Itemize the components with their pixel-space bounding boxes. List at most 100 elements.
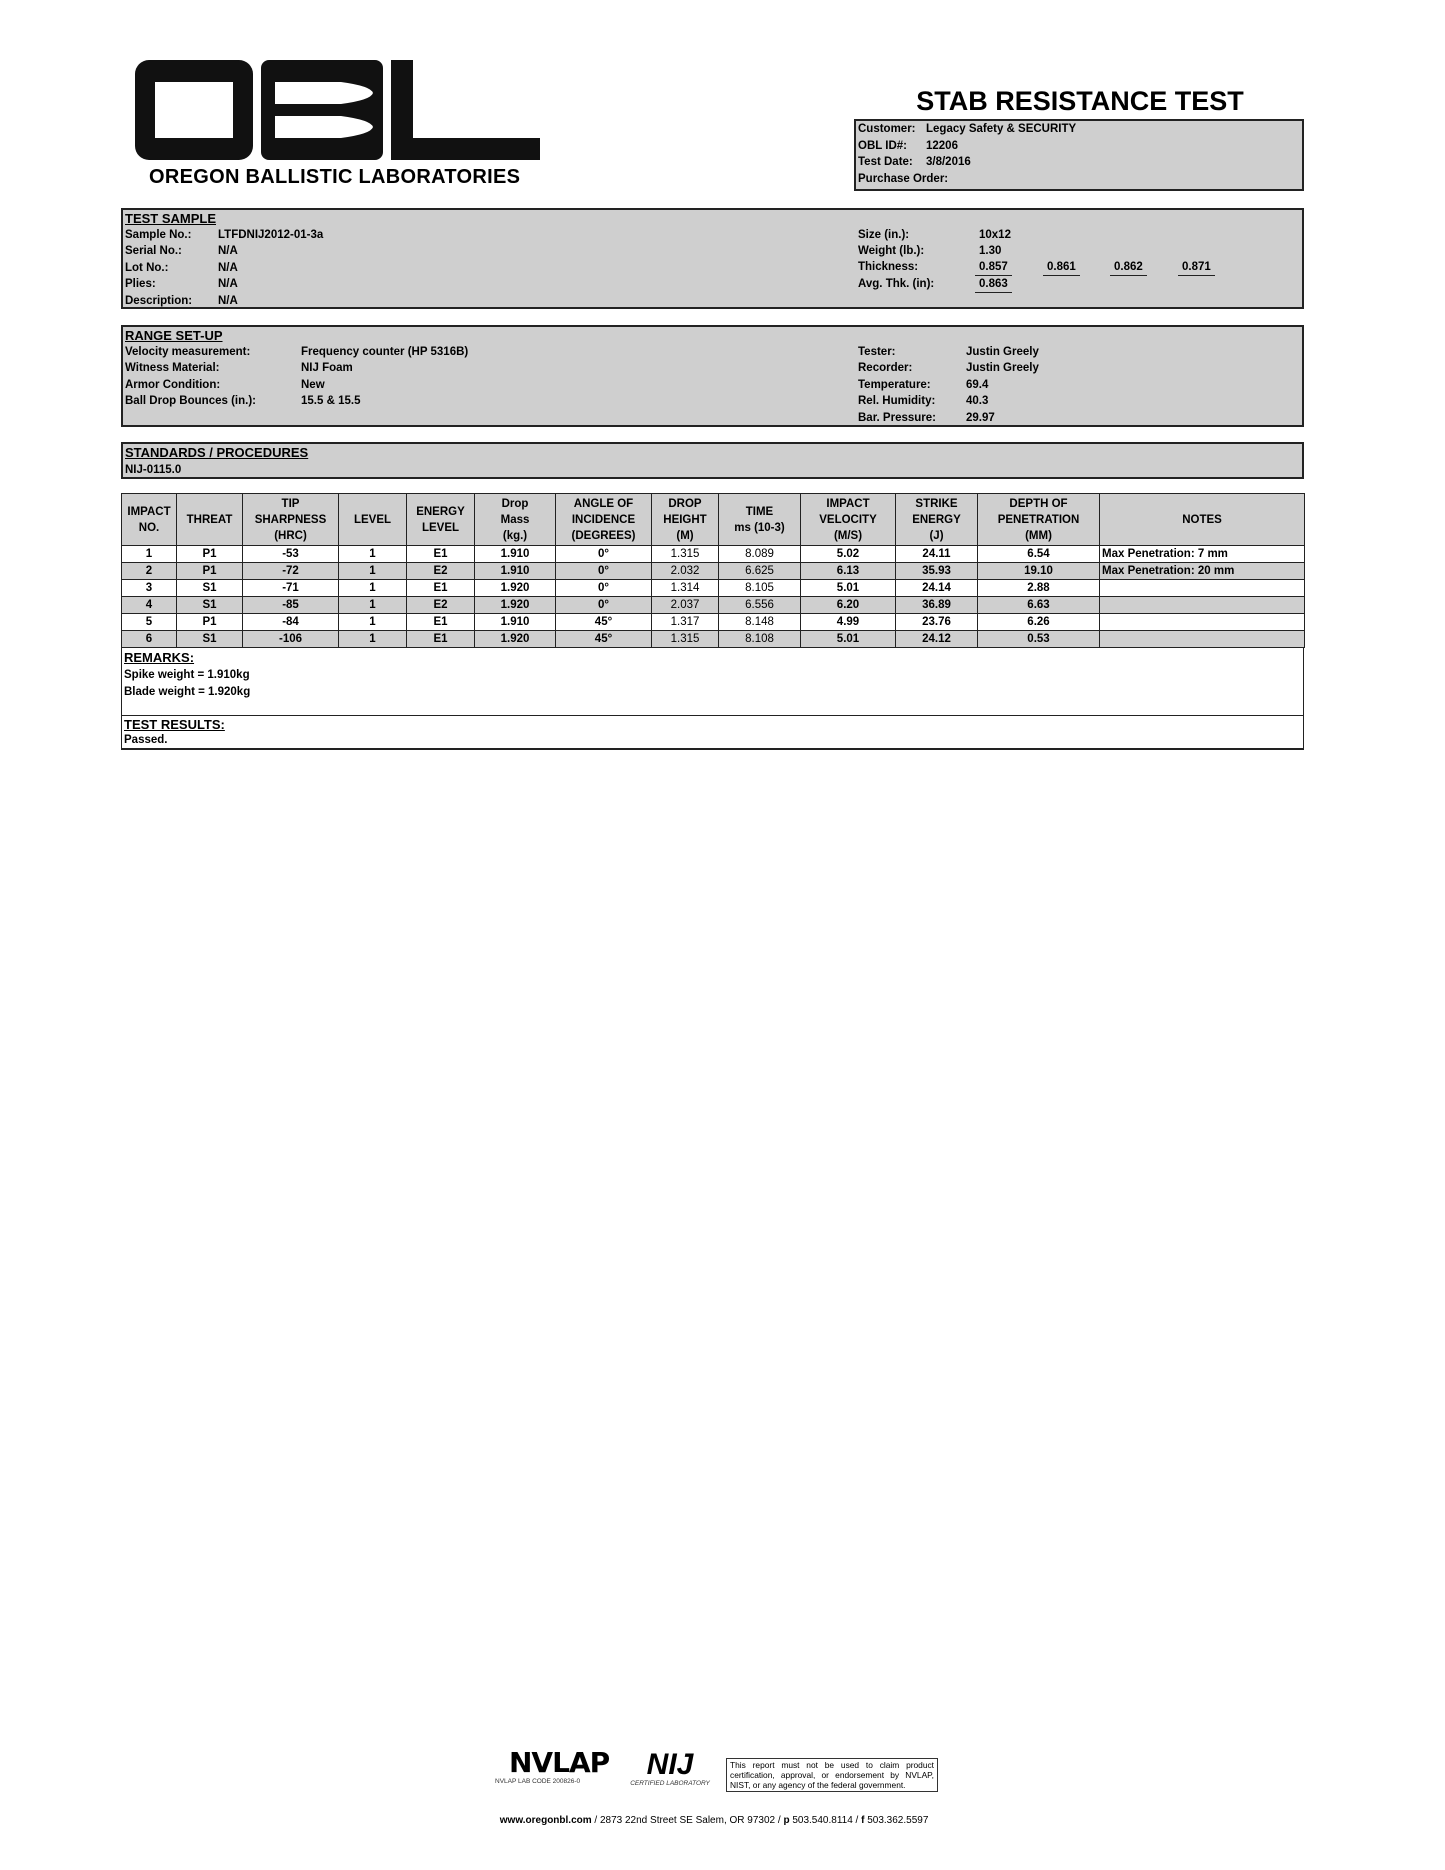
column-header-line: TIP — [281, 497, 300, 510]
column-header-line: LEVEL — [421, 521, 460, 534]
sample-field-label: Serial No.: — [125, 245, 182, 258]
website-link[interactable]: www.oregonbl.com — [499, 1815, 592, 1826]
range-setup-heading: RANGE SET-UP — [125, 328, 223, 343]
nij-logo: NIJ CERTIFIED LABORATORY — [625, 1750, 715, 1790]
table-cell — [1099, 630, 1305, 648]
standards-value: NIJ-0115.0 — [125, 464, 182, 476]
table-cell: -71 — [242, 579, 339, 597]
table-cell: E1 — [406, 613, 475, 631]
sample-field-value: N/A — [218, 278, 238, 291]
table-cell: 24.11 — [895, 545, 978, 563]
column-header: IMPACT NO. — [121, 493, 177, 546]
table-cell: 1.315 — [651, 545, 719, 563]
table-cell: 5.01 — [800, 579, 896, 597]
table-cell: 4 — [121, 596, 177, 614]
nvlap-logo-text: NVLAP — [509, 1746, 610, 1779]
test-results-value: Passed. — [124, 734, 168, 746]
obl-logo — [135, 60, 540, 160]
table-cell: P1 — [176, 562, 243, 580]
column-header-line: (DEGREES) — [571, 529, 636, 542]
range-field-label: Witness Material: — [125, 362, 220, 375]
table-cell: 6.20 — [800, 596, 896, 614]
table-cell: 5 — [121, 613, 177, 631]
table-row: 5 P1 -84 1 E1 1.910 45° 1.317 8.148 4.99 23.76 6.26 — [121, 613, 1305, 631]
address: / 2873 22nd Street SE Salem, OR 97302 / — [591, 1815, 784, 1826]
lab-name: OREGON BALLISTIC LABORATORIES — [149, 166, 521, 188]
range-field-value: Justin Greely — [966, 346, 1039, 358]
table-cell — [1099, 579, 1305, 597]
column-header-line: (M/S) — [833, 529, 863, 542]
column-header-line: IMPACT — [127, 505, 171, 518]
column-header-line: IMPACT — [826, 497, 870, 510]
range-field-label: Tester: — [858, 346, 896, 358]
range-field-value: New — [301, 378, 325, 391]
thickness-value: 0.857 — [975, 259, 1012, 276]
nvlap-logo: NVLAP NVLAP LAB CODE 200826-0 — [495, 1748, 615, 1792]
table-row: 4 S1 -85 1 E2 1.920 0° 2.037 6.556 6.20 36.89 6.63 — [121, 596, 1305, 614]
table-cell: -72 — [242, 562, 339, 580]
sample-field-label: Plies: — [125, 278, 156, 291]
table-row: 2 P1 -72 1 E2 1.910 0° 2.032 6.625 6.13 35.93 19.10… — [121, 562, 1305, 580]
size-label: Size (in.): — [858, 229, 910, 241]
column-header: TIP SHARPNESS (HRC) — [242, 493, 339, 546]
column-header: LEVEL — [338, 493, 407, 546]
table-cell: 0° — [555, 579, 652, 597]
avg-thickness-value: 0.863 — [975, 276, 1012, 293]
table-cell: 1.317 — [651, 613, 719, 631]
table-cell: S1 — [176, 630, 243, 648]
remarks-line: Spike weight = 1.910kg — [124, 669, 250, 681]
nvlap-lab-code: NVLAP LAB CODE 200826-0 — [495, 1778, 581, 1785]
table-cell: 6.625 — [718, 562, 801, 580]
column-header-line: (HRC) — [274, 529, 307, 542]
column-header-line: DEPTH OF — [1009, 497, 1068, 510]
weight-label: Weight (lb.): — [858, 245, 925, 257]
table-cell: -106 — [242, 630, 339, 648]
sample-field-label: Sample No.: — [125, 229, 192, 241]
table-cell: E1 — [406, 545, 475, 563]
column-header: NOTES — [1099, 493, 1305, 546]
table-cell: 1 — [338, 630, 407, 648]
table-cell: 1.910 — [474, 613, 556, 631]
column-header-line: Mass — [500, 513, 530, 526]
table-cell: 6.13 — [800, 562, 896, 580]
range-setup-section: RANGE SET-UP Velocity measurement: Freque… — [121, 325, 1304, 427]
test-results-section: TEST RESULTS: Passed. — [121, 715, 1304, 750]
test-sample-section: TEST SAMPLE Sample No.: LTFDNIJ2012-01-3a… — [121, 208, 1304, 309]
remarks-line: Blade weight = 1.920kg — [124, 686, 251, 698]
table-cell: 8.108 — [718, 630, 801, 648]
thickness-value: 0.871 — [1178, 259, 1215, 276]
phone-label: p — [783, 1815, 790, 1826]
column-header: DROP HEIGHT (M) — [651, 493, 719, 546]
test-results-heading: TEST RESULTS: — [124, 717, 225, 732]
table-cell: -53 — [242, 545, 339, 563]
standards-heading: STANDARDS / PROCEDURES — [125, 445, 309, 460]
table-cell: 35.93 — [895, 562, 978, 580]
range-field-value: Justin Greely — [966, 362, 1039, 375]
column-header: DEPTH OF PENETRATION (MM) — [977, 493, 1100, 546]
range-field-label: Recorder: — [858, 362, 913, 375]
table-cell: 8.148 — [718, 613, 801, 631]
disclaimer-box: This report must not be used to claim pr… — [726, 1758, 938, 1792]
table-cell: 24.14 — [895, 579, 978, 597]
table-cell: 45° — [555, 630, 652, 648]
customer-field-label: OBL ID#: — [858, 139, 907, 152]
table-cell: 45° — [555, 613, 652, 631]
table-row: 6 S1 -106 1 E1 1.920 45° 1.315 8.108 5.01 24.12 0.5… — [121, 630, 1305, 648]
nij-certified-label: CERTIFIED LABORATORY — [630, 1780, 710, 1787]
fax-label: f — [861, 1815, 865, 1826]
table-cell: 1 — [338, 596, 407, 614]
table-cell: 1.920 — [474, 579, 556, 597]
sample-field-label: Lot No.: — [125, 261, 169, 274]
table-cell: 4.99 — [800, 613, 896, 631]
table-cell: 2.037 — [651, 596, 719, 614]
table-cell: 2.88 — [977, 579, 1100, 597]
table-cell: 1.315 — [651, 630, 719, 648]
table-row: 1 P1 -53 1 E1 1.910 0° 1.315 8.089 5.02 24.11 6.54 M… — [121, 545, 1305, 563]
table-cell: E2 — [406, 596, 475, 614]
column-header-line: PENETRATION — [997, 513, 1080, 526]
sample-field-value: N/A — [218, 294, 238, 307]
column-header-line: (M) — [676, 529, 694, 542]
column-header-line: VELOCITY — [819, 513, 877, 526]
table-cell: 36.89 — [895, 596, 978, 614]
customer-field-value: Legacy Safety & SECURITY — [926, 123, 1077, 135]
